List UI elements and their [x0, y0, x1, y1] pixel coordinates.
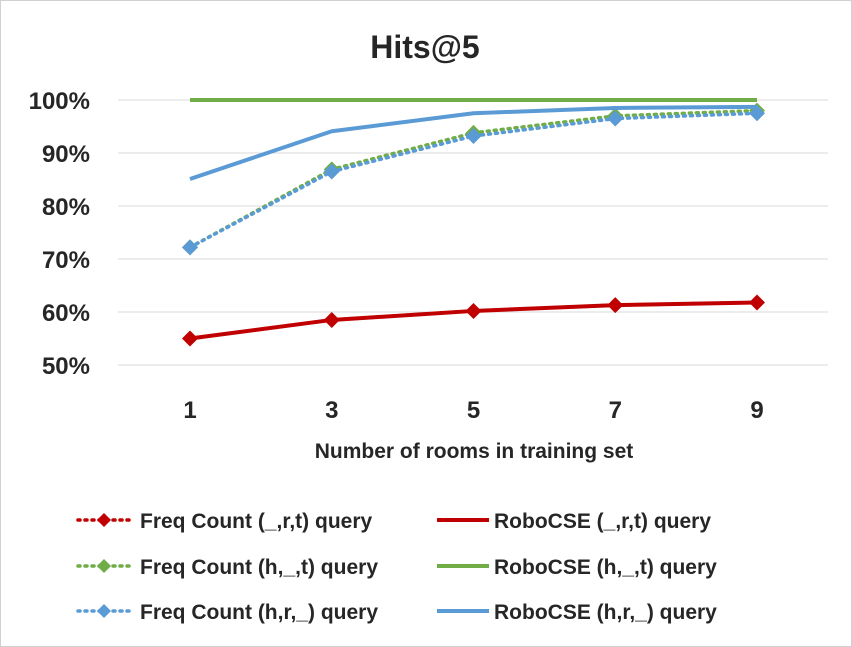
series-5 [182, 105, 765, 256]
y-tick-label: 70% [42, 247, 90, 274]
y-tick-label: 80% [42, 194, 90, 221]
x-axis-ticks: 1 3 5 7 9 [183, 397, 763, 424]
x-tick-label: 5 [467, 397, 480, 424]
legend-entry: Freq Count (_,r,t) query [76, 510, 373, 533]
data-point [465, 128, 482, 145]
series-layer [182, 98, 765, 347]
series-3 [182, 102, 765, 256]
x-tick-label: 1 [183, 397, 196, 424]
legend-entry: RoboCSE (_,r,t) query [437, 510, 711, 533]
y-axis-ticks: 50% 60% 70% 80% 90% 100% [29, 88, 90, 380]
legend-marker [97, 559, 111, 573]
data-point [607, 110, 624, 127]
series-line [189, 104, 758, 181]
legend: Freq Count (_,r,t) query RoboCSE (_,r,t) … [76, 510, 717, 624]
legend-entry: RoboCSE (h,r,_) query [437, 601, 717, 624]
legend-entry: Freq Count (h,r,_) query [76, 601, 378, 624]
legend-label: RoboCSE (_,r,t) query [494, 510, 711, 533]
x-axis-label: Number of rooms in training set [315, 440, 634, 463]
y-tick-label: 100% [29, 88, 90, 115]
legend-label: Freq Count (h,r,_) query [140, 601, 378, 624]
data-point [182, 239, 198, 256]
series-6 [189, 104, 758, 181]
legend-marker [97, 604, 111, 618]
y-tick-label: 50% [42, 353, 90, 380]
x-tick-label: 9 [750, 397, 763, 424]
series-line [189, 300, 758, 341]
legend-marker [97, 513, 111, 527]
legend-entry: RoboCSE (h,_,t) query [437, 556, 717, 579]
legend-label: RoboCSE (h,_,t) query [494, 556, 717, 579]
legend-entry: Freq Count (h,_,t) query [76, 556, 378, 579]
y-tick-label: 90% [42, 141, 90, 168]
series-2 [189, 300, 758, 341]
y-tick-label: 60% [42, 300, 90, 327]
legend-label: Freq Count (_,r,t) query [140, 510, 373, 533]
legend-label: Freq Count (h,_,t) query [140, 556, 378, 579]
x-tick-label: 7 [609, 397, 622, 424]
data-point [323, 163, 340, 180]
x-tick-label: 3 [325, 397, 338, 424]
chart-title: Hits@5 [370, 29, 479, 65]
legend-label: RoboCSE (h,r,_) query [494, 601, 717, 624]
data-point [749, 105, 765, 122]
